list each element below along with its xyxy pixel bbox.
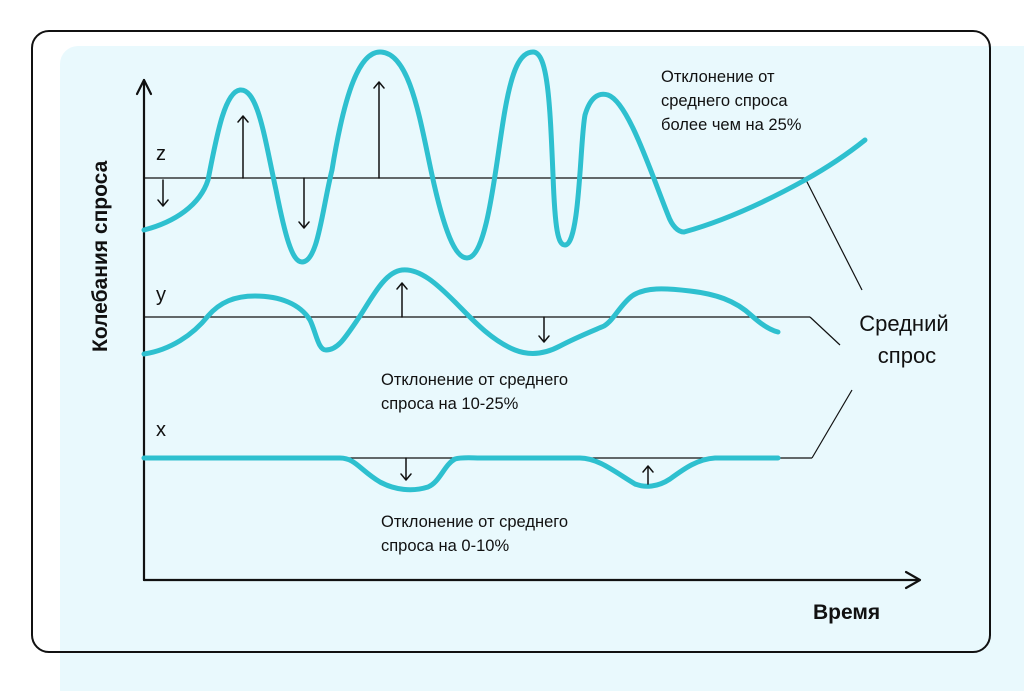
deviation-arrows-z: [157, 81, 385, 229]
level-label-x: x: [156, 419, 166, 441]
deviation-arrows-y: [396, 282, 550, 343]
average-demand-label: Средний спрос: [859, 311, 955, 368]
deviation-arrows-x: [400, 457, 654, 485]
annotation-z-line-3: более чем на 25%: [661, 116, 802, 134]
annotation-x: Отклонение от среднего спроса на 0-10%: [381, 513, 573, 555]
connector-z: [804, 177, 863, 291]
annotation-x-line-2: спроса на 0-10%: [381, 537, 509, 555]
annotation-z-line-2: среднего спроса: [661, 92, 788, 110]
y-axis-label: Колебания спроса: [89, 160, 112, 352]
annotation-x-line-1: Отклонение от среднего: [381, 513, 568, 531]
annotation-y-line-2: спроса на 10-25%: [381, 395, 519, 413]
x-axis-label: Время: [813, 601, 880, 624]
annotation-y-line-1: Отклонение от среднего: [381, 371, 568, 389]
connector-y: [809, 316, 841, 346]
diagram-frame: [31, 30, 991, 653]
x-axis-arrowhead: [904, 570, 922, 590]
demand-wave-x: [141, 455, 781, 493]
background-panel: [60, 46, 1024, 691]
level-label-z: z: [156, 143, 166, 165]
annotation-y: Отклонение от среднего спроса на 10-25%: [381, 371, 573, 413]
average-demand-label-line-1: Средний: [859, 311, 948, 336]
demand-wave-z: [141, 49, 868, 265]
demand-wave-y: [141, 267, 781, 357]
average-demand-label-line-2: спрос: [878, 343, 936, 368]
y-axis-arrowhead: [135, 78, 153, 96]
annotation-z-line-1: Отклонение от: [661, 68, 775, 86]
level-label-y: y: [156, 284, 166, 306]
annotation-z: Отклонение от среднего спроса более чем …: [661, 68, 802, 134]
connector-x: [811, 389, 853, 459]
